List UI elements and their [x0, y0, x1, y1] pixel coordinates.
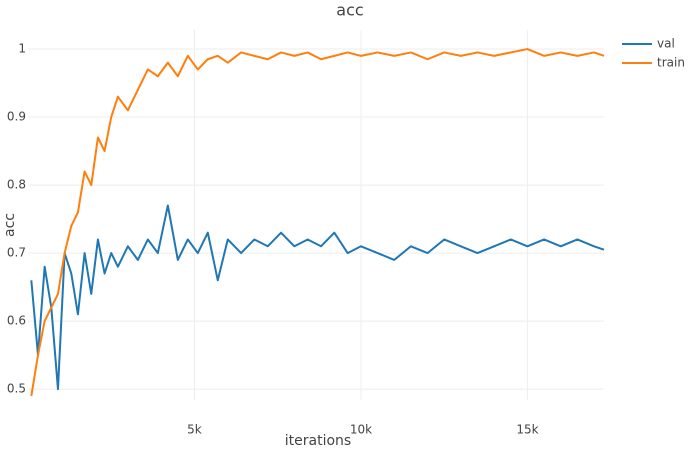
y-tick-label: 0.6 — [7, 314, 26, 328]
y-tick-label: 0.5 — [7, 382, 26, 396]
chart-title: acc — [336, 1, 363, 20]
y-tick-label: 0.7 — [7, 246, 26, 260]
y-tick-label: 0.8 — [7, 178, 26, 192]
x-tick-label: 10k — [350, 423, 372, 437]
y-tick-label: 1 — [18, 42, 26, 56]
y-axis-title: acc — [2, 213, 18, 237]
y-tick-label: 0.9 — [7, 110, 26, 124]
line-series — [30, 48, 605, 397]
legend-label: train — [657, 56, 685, 70]
x-axis-title: iterations — [285, 433, 351, 449]
x-tick-label: 15k — [516, 423, 538, 437]
x-tick-label: 5k — [187, 423, 202, 437]
legend-label: val — [657, 37, 675, 51]
line-series — [30, 204, 605, 391]
